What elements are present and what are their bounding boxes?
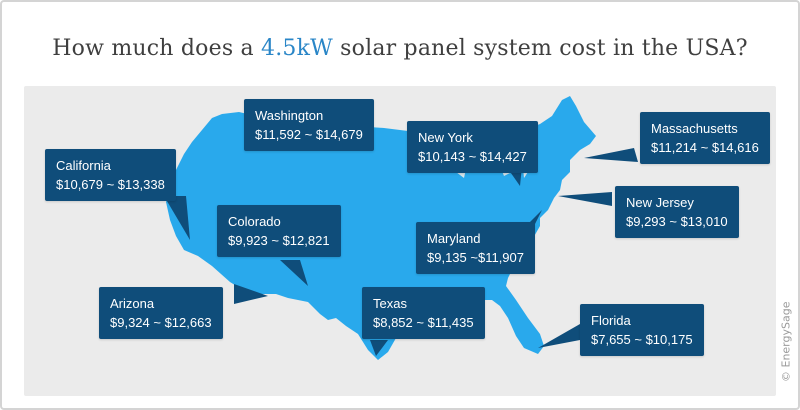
callout-new-york: New York $10,143 ~ $14,427: [407, 121, 538, 173]
price-range: $9,293 ~ $13,010: [626, 214, 728, 229]
pointer-colorado: [280, 260, 308, 286]
pointer-massachusetts: [584, 148, 638, 162]
callout-florida: Florida $7,655 ~ $10,175: [580, 304, 704, 356]
price-range: $9,135 ~$11,907: [427, 250, 524, 265]
callout-washington: Washington $11,592 ~ $14,679: [244, 99, 374, 151]
callout-massachusetts: Massachusetts $11,214 ~ $14,616: [640, 112, 770, 164]
price-range: $11,214 ~ $14,616: [651, 140, 759, 155]
state-name: Washington: [255, 108, 324, 123]
price-range: $9,923 ~ $12,821: [228, 233, 330, 248]
great-lakes-shape: [456, 148, 532, 178]
state-name: Texas: [373, 296, 407, 311]
pointer-california: [164, 196, 190, 240]
page-title: How much does a 4.5kW solar panel system…: [2, 36, 798, 61]
callout-colorado: Colorado $9,923 ~ $12,821: [217, 205, 341, 257]
state-name: California: [56, 158, 111, 173]
pointer-texas: [370, 340, 388, 356]
state-name: Florida: [591, 313, 631, 328]
price-range: $7,655 ~ $10,175: [591, 332, 693, 347]
price-range: $11,592 ~ $14,679: [255, 127, 363, 142]
callout-california: California $10,679 ~ $13,338: [45, 149, 176, 201]
price-range: $10,679 ~ $13,338: [56, 177, 165, 192]
price-range: $10,143 ~ $14,427: [418, 149, 527, 164]
price-range: $9,324 ~ $12,663: [110, 315, 212, 330]
state-name: New York: [418, 130, 473, 145]
state-name: Massachusetts: [651, 121, 738, 136]
title-highlight: 4.5kW: [261, 36, 333, 61]
callout-new-jersey: New Jersey $9,293 ~ $13,010: [615, 186, 739, 238]
state-name: Arizona: [110, 296, 155, 311]
callout-maryland: Maryland $9,135 ~$11,907: [416, 222, 535, 274]
callout-texas: Texas $8,852 ~ $11,435: [362, 287, 485, 339]
pointer-arizona: [234, 284, 268, 304]
state-name: New Jersey: [626, 195, 694, 210]
state-name: Maryland: [427, 231, 481, 246]
price-range: $8,852 ~ $11,435: [373, 315, 474, 330]
watermark: © EnergySage: [779, 301, 792, 382]
pointer-florida: [538, 324, 580, 348]
state-name: Colorado: [228, 214, 281, 229]
title-text-before: How much does a: [52, 36, 262, 61]
pointer-new-jersey: [558, 192, 612, 206]
title-text-after: solar panel system cost in the USA?: [332, 36, 748, 61]
callout-arizona: Arizona $9,324 ~ $12,663: [99, 287, 223, 339]
